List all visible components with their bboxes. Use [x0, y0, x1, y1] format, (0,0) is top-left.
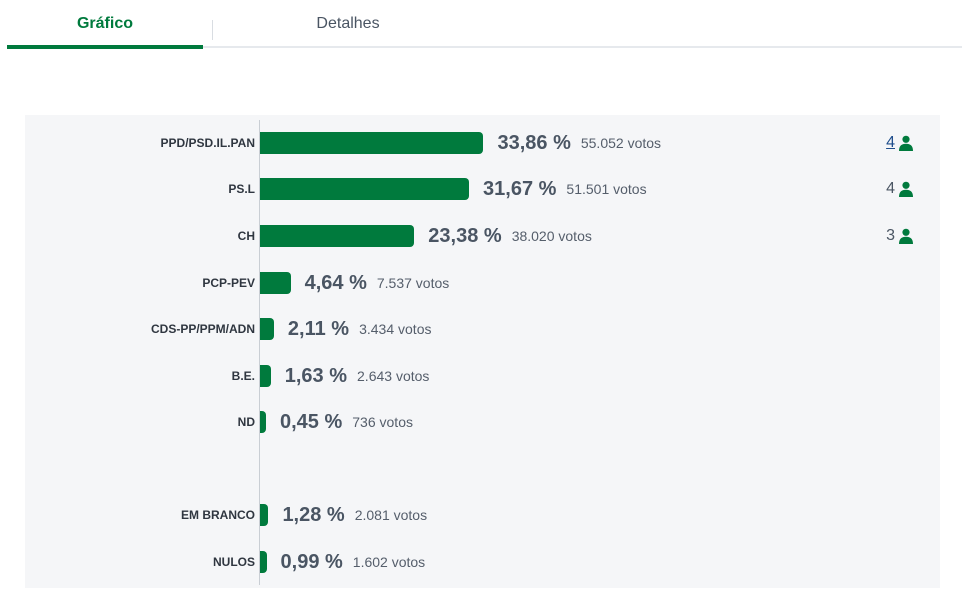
tab-detalhes[interactable]: Detalhes [316, 15, 380, 32]
bar [260, 132, 484, 154]
category-label: PS.L [228, 182, 255, 196]
category-label: CH [237, 229, 255, 243]
chart-row: B.E. 1,63 % 2.643 votos [0, 361, 962, 391]
bar-value-group: 1,63 % 2.643 votos [285, 361, 430, 391]
bar [260, 504, 269, 526]
tab-grafico[interactable]: Gráfico [76, 15, 133, 32]
percent-label: 1,28 % [282, 503, 345, 526]
bar-value-group: 0,45 % 736 votos [280, 407, 413, 437]
bar [260, 551, 267, 573]
bar-value-group: 31,67 % 51.501 votos [483, 174, 647, 204]
chart-panel [25, 115, 940, 588]
seats-number[interactable]: 4 [886, 134, 895, 151]
chart-row: PPD/PSD.IL.PAN 33,86 % 55.052 votos 4 [0, 128, 962, 158]
tab-active-indicator [7, 45, 203, 49]
category-label: PCP-PEV [202, 276, 255, 290]
chart-row: ND 0,45 % 736 votos [0, 407, 962, 437]
bar-value-group: 0,99 % 1.602 votos [281, 547, 426, 577]
bar [260, 225, 415, 247]
chart-row: EM BRANCO 1,28 % 2.081 votos [0, 500, 962, 530]
person-icon [899, 135, 913, 151]
percent-label: 4,64 % [304, 271, 367, 294]
seats-count[interactable]: 4 [870, 128, 914, 158]
percent-label: 23,38 % [428, 224, 502, 247]
category-label: PPD/PSD.IL.PAN [160, 136, 255, 150]
tab-separator [212, 20, 213, 40]
tab-bar: Gráfico Detalhes [0, 0, 962, 50]
chart-row: NULOS 0,99 % 1.602 votos [0, 547, 962, 577]
bar [260, 318, 274, 340]
percent-label: 2,11 % [287, 317, 350, 340]
percent-label: 0,99 % [280, 550, 343, 573]
chart-row: PS.L 31,67 % 51.501 votos 4 [0, 174, 962, 204]
category-label: EM BRANCO [181, 508, 255, 522]
chart-axis-line [259, 120, 260, 585]
votes-label: 736 votos [352, 414, 413, 430]
bar [260, 365, 271, 387]
percent-label: 0,45 % [280, 410, 343, 433]
person-icon [899, 181, 913, 197]
bar [260, 411, 266, 433]
tab-underline [7, 46, 962, 48]
votes-label: 1.602 votos [352, 554, 426, 570]
person-icon [899, 228, 913, 244]
bar-value-group: 23,38 % 38.020 votos [428, 221, 592, 251]
bar-value-group: 1,28 % 2.081 votos [282, 500, 427, 530]
votes-label: 38.020 votos [511, 228, 592, 244]
bar [260, 272, 291, 294]
category-label: ND [237, 415, 255, 429]
chart-row: CDS-PP/PPM/ADN 2,11 % 3.434 votos [0, 314, 962, 344]
category-label: B.E. [231, 369, 255, 383]
seats-number: 3 [886, 227, 895, 244]
chart-row: PCP-PEV 4,64 % 7.537 votos [0, 268, 962, 298]
votes-label: 3.434 votos [359, 321, 432, 337]
percent-label: 33,86 % [497, 131, 571, 154]
category-label: CDS-PP/PPM/ADN [150, 322, 255, 336]
votes-label: 55.052 votos [580, 135, 662, 151]
chart-row: CH 23,38 % 38.020 votos 3 [0, 221, 962, 251]
votes-label: 2.643 votos [357, 368, 430, 384]
votes-label: 2.081 votos [354, 507, 428, 523]
category-label: NULOS [213, 555, 255, 569]
votes-label: 7.537 votos [376, 275, 450, 291]
bar-value-group: 4,64 % 7.537 votos [305, 268, 450, 298]
percent-label: 1,63 % [284, 364, 348, 387]
seats-number: 4 [886, 180, 895, 197]
percent-label: 31,67 % [483, 177, 557, 200]
bar [260, 178, 470, 200]
bar-value-group: 2,11 % 3.434 votos [288, 314, 432, 344]
seats-count: 3 [870, 221, 914, 251]
bar-value-group: 33,86 % 55.052 votos [497, 128, 661, 158]
seats-count: 4 [870, 174, 914, 204]
votes-label: 51.501 votos [566, 181, 647, 197]
